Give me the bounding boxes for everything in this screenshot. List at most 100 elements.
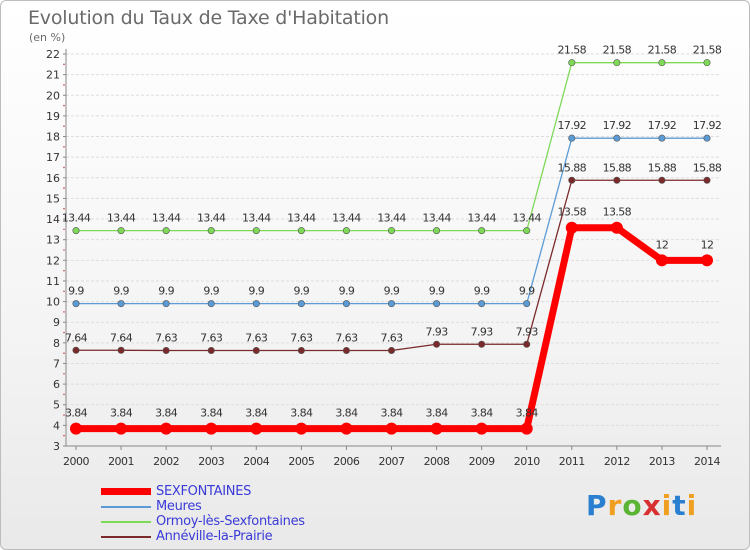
data-point [387, 346, 395, 354]
data-point [70, 422, 82, 435]
data-label: 15.88 [558, 161, 587, 174]
x-tick-label: 2014 [694, 455, 720, 468]
data-point [115, 422, 128, 435]
data-label: 7.64 [65, 331, 88, 344]
data-point [430, 422, 443, 435]
legend-swatch [101, 535, 151, 538]
data-point [433, 227, 441, 235]
data-point [613, 59, 621, 67]
data-point [478, 227, 486, 235]
data-label: 15.88 [693, 161, 722, 174]
data-point [655, 254, 668, 267]
data-point [523, 227, 531, 235]
data-label: 9.9 [158, 285, 174, 298]
data-point [162, 346, 170, 354]
data-point [297, 346, 305, 354]
data-point [162, 227, 170, 235]
data-label: 3.84 [380, 407, 403, 420]
x-tick-label: 2009 [469, 455, 495, 468]
x-tick-label: 2010 [514, 455, 540, 468]
y-minor-dot [63, 187, 65, 189]
data-label: 17.92 [693, 119, 722, 132]
data-point [297, 300, 305, 308]
data-label: 7.63 [155, 331, 178, 344]
x-tick-label: 2005 [288, 455, 314, 468]
data-point [568, 176, 576, 184]
data-point [523, 300, 531, 308]
y-tick-label: 7 [53, 357, 60, 370]
data-point [478, 340, 486, 348]
data-label: 3.84 [110, 407, 133, 420]
y-tick-label: 8 [53, 337, 60, 350]
legend-label: Annéville-la-Prairie [156, 529, 273, 544]
x-tick-label: 2012 [604, 455, 630, 468]
x-tick-label: 2003 [198, 455, 224, 468]
y-tick-label: 21 [46, 69, 60, 82]
data-label: 3.84 [471, 407, 494, 420]
data-point [342, 227, 350, 235]
data-label: 9.9 [519, 285, 535, 298]
data-point [295, 422, 308, 435]
y-minor-dot [63, 207, 65, 210]
data-point [520, 422, 533, 435]
data-label: 13.44 [377, 212, 406, 225]
data-label: 15.88 [648, 161, 677, 174]
x-tick-label: 2013 [649, 455, 675, 468]
data-label: 9.9 [248, 285, 264, 298]
data-label: 3.84 [155, 407, 178, 420]
data-point [658, 59, 666, 67]
x-tick-label: 2001 [108, 455, 134, 468]
data-point [340, 422, 353, 435]
data-label: 13.44 [62, 212, 91, 225]
y-minor-dot [63, 104, 65, 107]
data-point [252, 300, 260, 308]
data-label: 7.93 [471, 325, 494, 338]
data-point [205, 422, 218, 435]
data-point [250, 422, 263, 435]
data-point [701, 254, 713, 267]
data-label: 15.88 [603, 161, 632, 174]
data-label: 12 [701, 238, 714, 251]
data-label: 3.84 [200, 407, 223, 420]
y-tick-label: 16 [46, 172, 60, 185]
y-minor-dot [63, 352, 65, 354]
x-tick-label: 2000 [63, 455, 89, 468]
data-point [117, 300, 125, 308]
data-label: 7.93 [426, 325, 449, 338]
y-minor-dot [63, 331, 65, 334]
data-label: 9.9 [384, 285, 400, 298]
data-point [342, 300, 350, 308]
data-label: 7.63 [290, 331, 313, 344]
data-point [117, 346, 125, 354]
data-label: 13.44 [107, 212, 136, 225]
data-point [568, 59, 576, 67]
logo-letter: P [586, 489, 608, 522]
data-label: 9.9 [474, 285, 490, 298]
data-point [207, 227, 215, 235]
logo-letter: i [661, 489, 673, 522]
y-axis-unit: (en %) [29, 31, 66, 44]
data-point [72, 300, 80, 308]
y-tick-label: 17 [46, 151, 60, 164]
y-tick-label: 5 [53, 399, 60, 412]
y-minor-dot [63, 63, 65, 66]
y-minor-dot [63, 84, 65, 86]
data-point [207, 300, 215, 308]
data-point [385, 422, 398, 435]
y-tick-label: 3 [53, 440, 60, 453]
line-chart: 3 4 5 6 7 8 9 10 11 12 13 14 15 16 17 18 19 20 21 22 2000 200… [46, 44, 722, 468]
data-label: 13.44 [197, 212, 226, 225]
data-label: 17.92 [558, 119, 587, 132]
data-point [342, 346, 350, 354]
data-label: 7.63 [380, 331, 403, 344]
chart-title: Evolution du Taux de Taxe d'Habitation [28, 7, 389, 29]
y-minor-dot [63, 249, 65, 251]
data-label: 9.9 [203, 285, 219, 298]
y-tick-label: 9 [53, 316, 60, 329]
data-point [433, 300, 441, 308]
y-tick-label: 22 [46, 48, 60, 61]
y-minor-dot [63, 372, 65, 375]
data-point [252, 227, 260, 235]
y-minor-dot [63, 125, 65, 128]
data-label: 3.84 [335, 407, 358, 420]
